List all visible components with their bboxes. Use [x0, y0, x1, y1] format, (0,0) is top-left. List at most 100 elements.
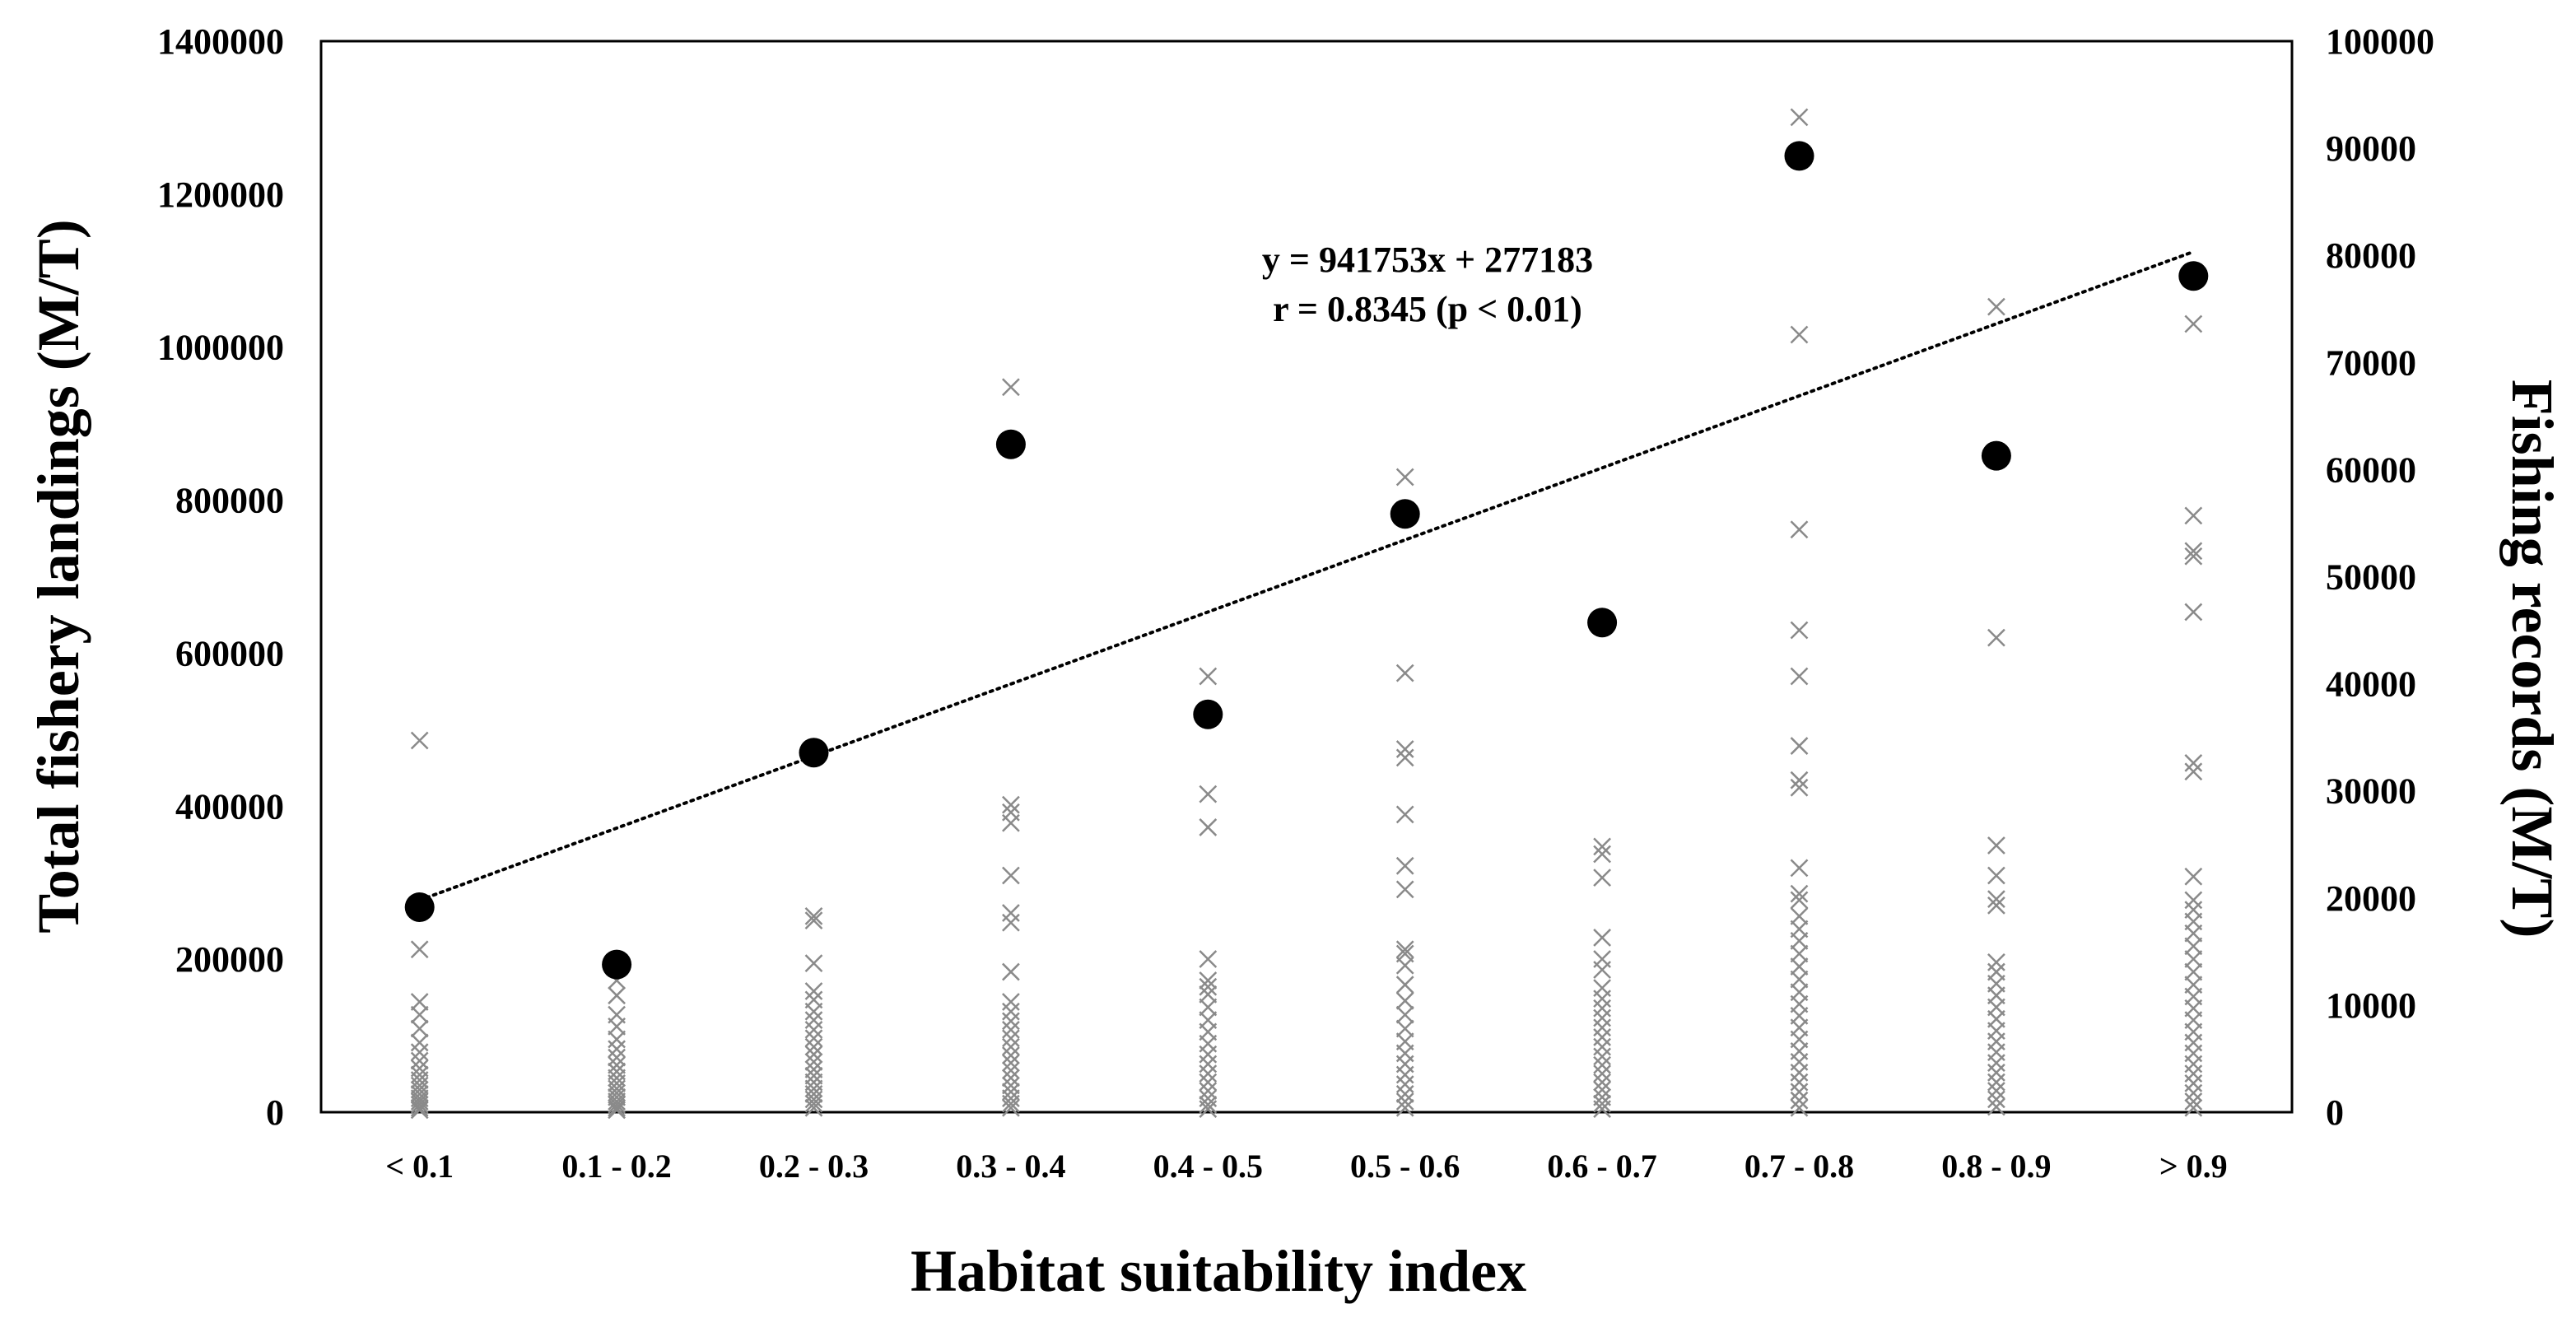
left-tick-label: 1400000: [157, 21, 284, 62]
record-marker: [1593, 999, 1611, 1018]
record-marker: [1987, 297, 2005, 316]
record-marker: [608, 1079, 626, 1098]
record-marker: [804, 1045, 823, 1064]
record-marker: [410, 1096, 429, 1114]
record-marker: [1395, 748, 1414, 767]
record-marker: [1593, 1037, 1611, 1056]
right-tick-label: 100000: [2326, 21, 2434, 62]
record-marker: [1395, 1075, 1414, 1094]
record-marker: [1395, 1084, 1414, 1103]
record-marker: [1002, 813, 1020, 832]
record-marker: [1593, 1094, 1611, 1113]
record-marker: [1987, 1054, 2005, 1073]
record-marker: [1593, 845, 1611, 864]
record-marker: [1593, 1064, 1611, 1083]
record-marker: [2184, 753, 2203, 772]
record-marker: [1395, 940, 1414, 959]
record-marker: [1790, 667, 1809, 686]
record-marker: [1987, 890, 2005, 908]
record-marker: [410, 1019, 429, 1038]
trendline-correlation: r = 0.8345 (p < 0.01): [1273, 289, 1582, 329]
record-marker: [608, 1096, 626, 1114]
record-marker: [1790, 1098, 1809, 1117]
right-tick-label: 30000: [2326, 771, 2416, 812]
y-axis-title-right: Fishing records (M/T): [2499, 380, 2565, 938]
record-marker: [1002, 993, 1020, 1011]
record-marker: [1395, 976, 1414, 994]
record-marker: [2184, 762, 2203, 781]
record-marker: [1593, 1055, 1611, 1074]
record-marker: [1790, 621, 1809, 640]
record-marker: [1395, 991, 1414, 1010]
record-marker: [1987, 1063, 2005, 1082]
x-tick-label: 0.6 - 0.7: [1547, 1148, 1656, 1185]
record-marker: [804, 907, 823, 925]
record-marker: [804, 1029, 823, 1048]
record-marker: [1199, 985, 1218, 1004]
record-marker: [1002, 1002, 1020, 1021]
x-axis-ticks: < 0.1 0.1 - 0.2 0.2 - 0.3 0.3 - 0.4 0.4 - 0.…: [385, 1148, 2227, 1185]
y-axis-title-left: Total fishery landings (M/T): [26, 219, 91, 933]
record-marker: [1199, 1045, 1218, 1064]
plot-area: [319, 40, 2294, 1114]
x-tick-label: 0.4 - 0.5: [1153, 1148, 1263, 1185]
record-marker: [1002, 1098, 1020, 1117]
record-marker: [804, 954, 823, 973]
record-marker: [1199, 785, 1218, 803]
record-marker: [410, 1033, 429, 1052]
record-marker: [1987, 897, 2005, 915]
left-axis-ticks: 0 200000 400000 600000 800000 1000000 1200000 1…: [157, 21, 284, 1133]
record-marker: [608, 1018, 626, 1036]
record-marker: [608, 1030, 626, 1049]
record-marker: [1987, 866, 2005, 885]
record-marker: [1593, 1100, 1611, 1118]
right-tick-label: 90000: [2326, 128, 2416, 169]
record-marker: [1790, 970, 1809, 989]
record-marker: [1790, 1063, 1809, 1082]
x-tick-label: < 0.1: [385, 1148, 454, 1185]
record-marker: [410, 731, 429, 750]
record-marker: [1395, 664, 1414, 682]
record-marker: [2184, 937, 2203, 956]
landing-point: [1193, 699, 1223, 729]
record-marker: [1790, 737, 1809, 755]
record-marker: [1987, 628, 2005, 647]
record-marker: [1002, 1061, 1020, 1080]
record-marker: [410, 1043, 429, 1062]
landing-point: [1587, 608, 1618, 638]
record-marker: [1002, 1076, 1020, 1095]
record-marker: [1987, 1090, 2005, 1109]
trendline: [417, 249, 2196, 902]
x-tick-label: 0.5 - 0.6: [1350, 1148, 1460, 1185]
record-marker: [804, 1002, 823, 1021]
record-marker: [2184, 867, 2203, 886]
x-tick-label: 0.8 - 0.9: [1941, 1148, 2051, 1185]
record-marker: [2184, 962, 2203, 981]
record-marker: [1593, 1008, 1611, 1027]
record-marker: [2184, 891, 2203, 910]
record-marker: [804, 1060, 823, 1078]
record-marker: [1002, 1046, 1020, 1064]
right-tick-label: 40000: [2326, 664, 2416, 705]
record-marker: [1790, 520, 1809, 539]
landing-point: [602, 949, 632, 980]
record-marker: [2184, 1083, 2203, 1102]
record-marker: [1987, 952, 2005, 971]
record-marker: [1199, 818, 1218, 836]
x-tick-label: > 0.9: [2159, 1148, 2228, 1185]
record-marker: [1002, 962, 1020, 981]
record-marker: [1593, 961, 1611, 979]
record-marker: [1790, 859, 1809, 878]
record-marker: [1593, 869, 1611, 887]
record-marker: [1199, 1064, 1218, 1083]
record-marker: [1593, 990, 1611, 1008]
record-marker: [1790, 957, 1809, 976]
record-marker: [1987, 836, 2005, 855]
record-marker: [1593, 1073, 1611, 1092]
record-marker: [1395, 856, 1414, 875]
record-marker: [608, 1101, 626, 1120]
record-marker: [1002, 1054, 1020, 1073]
left-tick-label: 1000000: [157, 328, 284, 368]
record-marker: [410, 1092, 429, 1111]
record-marker: [2184, 1055, 2203, 1073]
